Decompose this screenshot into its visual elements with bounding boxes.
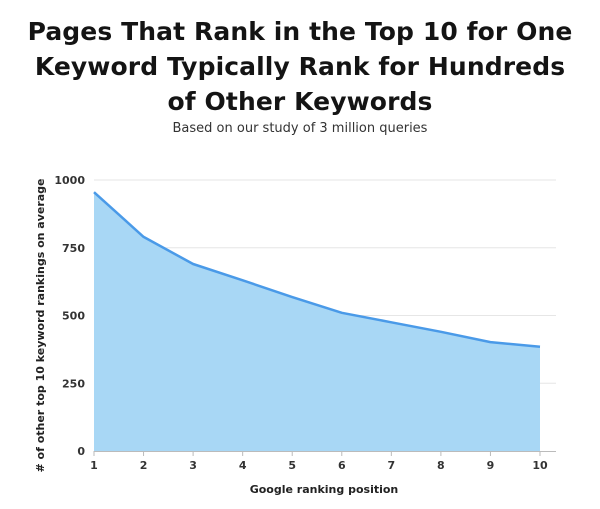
- area-fill: [94, 192, 540, 451]
- y-tick-label: 750: [62, 242, 85, 255]
- chart-subtitle: Based on our study of 3 million queries: [172, 121, 428, 136]
- x-tick-label: 4: [239, 459, 247, 472]
- y-axis-title: # of other top 10 keyword rankings on av…: [34, 178, 47, 472]
- x-tick-label: 10: [532, 459, 548, 472]
- x-axis-title: Google ranking position: [250, 483, 399, 496]
- area-series: [93, 191, 541, 451]
- y-tick-label: 1000: [54, 174, 85, 187]
- chart-title-line: Pages That Rank in the Top 10 for One: [27, 17, 573, 46]
- x-tick-label: 5: [288, 459, 296, 472]
- x-tick-label: 6: [338, 459, 346, 472]
- y-tick-label: 250: [62, 377, 85, 390]
- x-tick-label: 2: [140, 459, 148, 472]
- chart-title-line: of Other Keywords: [167, 87, 433, 116]
- series-line: [93, 191, 541, 348]
- x-tick-label: 9: [487, 459, 495, 472]
- x-tick-label: 8: [437, 459, 445, 472]
- chart-title-line: Keyword Typically Rank for Hundreds: [34, 52, 566, 81]
- chart-title: Pages That Rank in the Top 10 for One Ke…: [0, 14, 600, 119]
- x-axis-ticks: 1 2 3 4 5 6 7 8 9 10: [90, 451, 548, 472]
- x-tick-label: 1: [90, 459, 98, 472]
- x-tick-label: 7: [388, 459, 396, 472]
- x-tick-label: 3: [189, 459, 197, 472]
- y-tick-label: 0: [77, 445, 85, 458]
- y-axis-ticks: 0 250 500 750 1000: [54, 174, 85, 458]
- y-tick-label: 500: [62, 310, 85, 323]
